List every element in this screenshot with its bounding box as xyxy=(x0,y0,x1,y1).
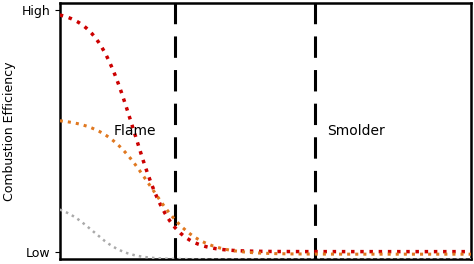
Text: Flame: Flame xyxy=(113,124,156,138)
Y-axis label: Combustion Efficiency: Combustion Efficiency xyxy=(3,61,16,201)
Text: Smolder: Smolder xyxy=(327,124,385,138)
